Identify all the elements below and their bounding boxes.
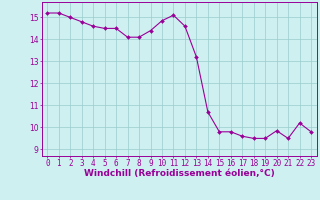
X-axis label: Windchill (Refroidissement éolien,°C): Windchill (Refroidissement éolien,°C) [84, 169, 275, 178]
